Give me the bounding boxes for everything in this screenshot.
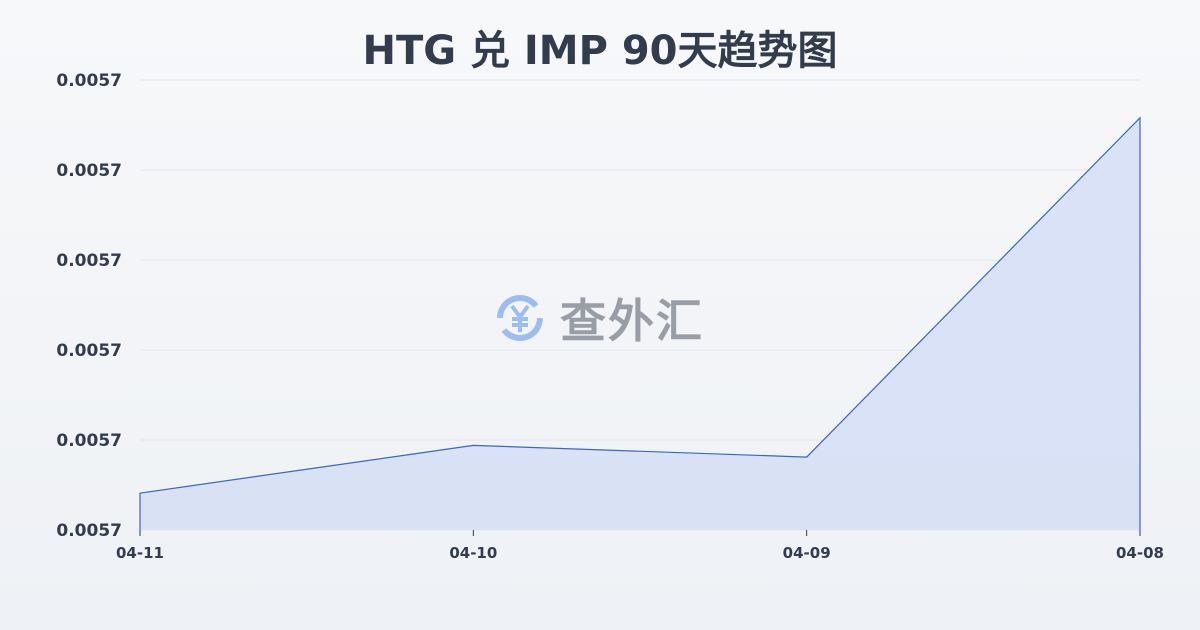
y-tick-label: 0.0057 bbox=[56, 341, 122, 361]
x-tick-label: 04-11 bbox=[116, 544, 164, 562]
y-tick-label: 0.0057 bbox=[56, 431, 122, 451]
y-tick-label: 0.0057 bbox=[56, 161, 122, 181]
watermark: 查外汇 bbox=[490, 285, 704, 351]
x-tick-label: 04-08 bbox=[1116, 544, 1164, 562]
chart-title: HTG 兑 IMP 90天趋势图 bbox=[362, 28, 838, 74]
y-tick-label: 0.0057 bbox=[56, 521, 122, 541]
watermark-text: 查外汇 bbox=[560, 294, 704, 348]
x-tick-label: 04-10 bbox=[449, 544, 497, 562]
y-tick-label: 0.0057 bbox=[56, 251, 122, 271]
yen-exchange-icon bbox=[497, 295, 543, 341]
y-tick-label: 0.0057 bbox=[56, 71, 122, 91]
series-line bbox=[139, 116, 1141, 530]
area-fill bbox=[140, 117, 1140, 531]
x-tick-label: 04-09 bbox=[783, 544, 831, 562]
